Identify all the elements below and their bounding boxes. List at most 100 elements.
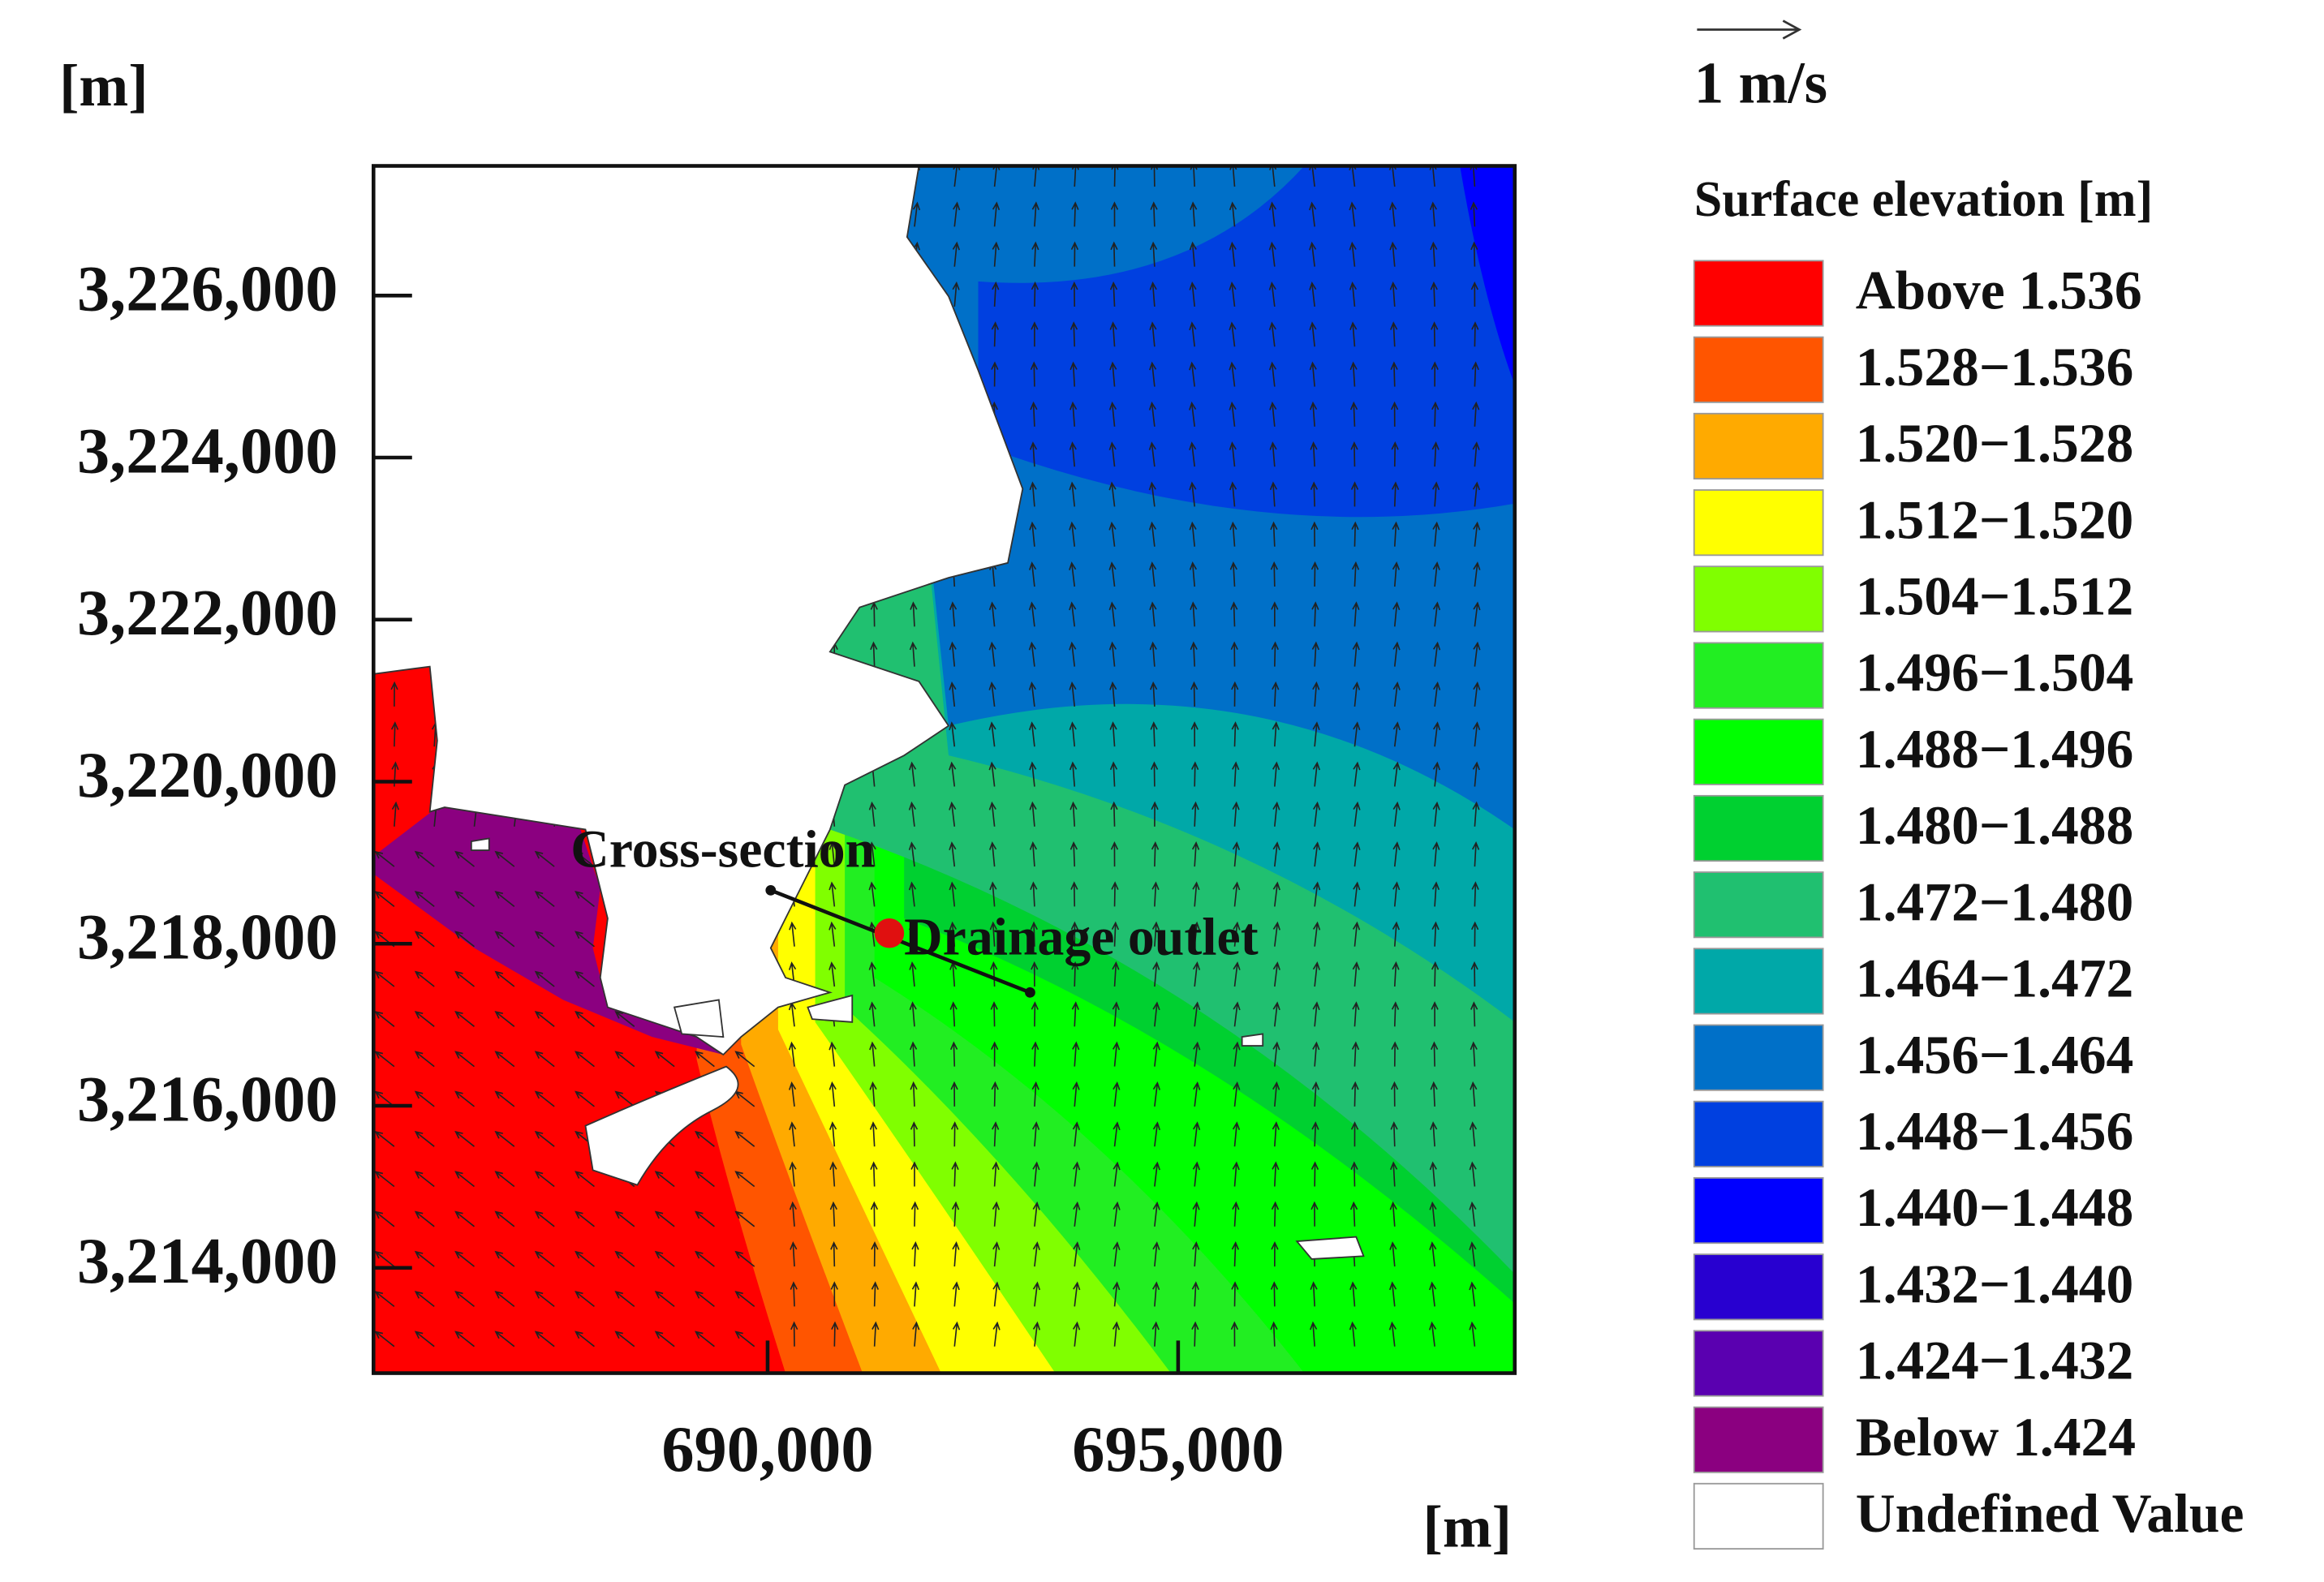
velocity-arrow bbox=[374, 1331, 395, 1348]
velocity-arrow bbox=[1070, 241, 1079, 267]
plot-frame bbox=[372, 164, 1517, 1375]
velocity-arrow bbox=[575, 1250, 595, 1267]
velocity-arrow bbox=[1392, 641, 1401, 667]
velocity-arrow bbox=[949, 1041, 958, 1067]
undefined-area bbox=[470, 837, 490, 851]
velocity-arrow bbox=[575, 1010, 595, 1027]
velocity-arrow bbox=[1312, 1001, 1320, 1027]
velocity-arrow bbox=[1029, 441, 1038, 467]
velocity-arrow bbox=[1110, 201, 1119, 227]
velocity-arrow bbox=[734, 1171, 755, 1188]
velocity-arrow bbox=[1229, 441, 1237, 467]
velocity-arrow bbox=[1392, 921, 1401, 947]
velocity-arrow bbox=[1473, 681, 1481, 707]
velocity-arrow bbox=[414, 1130, 435, 1147]
velocity-arrow bbox=[1032, 1321, 1041, 1347]
velocity-arrow bbox=[950, 1081, 958, 1107]
velocity-arrow bbox=[1069, 801, 1078, 827]
legend-swatch bbox=[1693, 336, 1824, 403]
velocity-arrow bbox=[952, 281, 960, 307]
vector-scale-label: 1 m/s bbox=[1694, 49, 1827, 115]
legend-swatch bbox=[1693, 565, 1824, 633]
velocity-arrow bbox=[1030, 881, 1038, 907]
velocity-arrow bbox=[829, 1201, 837, 1227]
legend-label: 1.472−1.480 bbox=[1856, 871, 2134, 932]
legend-swatch bbox=[1693, 489, 1824, 557]
velocity-arrow bbox=[414, 850, 435, 867]
velocity-arrow bbox=[734, 1291, 755, 1308]
velocity-arrow bbox=[1392, 561, 1401, 587]
velocity-arrow bbox=[1108, 481, 1117, 507]
y-tick-label: 3,226,000 bbox=[77, 253, 338, 325]
velocity-arrow bbox=[868, 961, 876, 987]
velocity-arrow bbox=[991, 1041, 999, 1067]
contour-band bbox=[373, 807, 724, 1055]
velocity-arrow bbox=[1149, 681, 1158, 707]
velocity-arrow bbox=[614, 1210, 635, 1227]
velocity-arrow bbox=[1152, 1041, 1160, 1067]
velocity-arrow bbox=[1430, 241, 1438, 267]
velocity-arrow bbox=[1268, 321, 1276, 347]
velocity-arrow bbox=[872, 1321, 880, 1347]
velocity-arrow bbox=[1390, 1081, 1399, 1107]
velocity-arrow bbox=[1232, 1201, 1240, 1227]
velocity-arrow bbox=[1110, 241, 1118, 267]
annotation: Drainage outlet bbox=[904, 907, 1259, 966]
velocity-arrow bbox=[828, 1121, 837, 1147]
legend-swatch bbox=[1693, 642, 1824, 709]
velocity-arrow bbox=[1193, 1001, 1201, 1027]
velocity-arrow bbox=[494, 850, 515, 867]
velocity-arrow bbox=[374, 850, 395, 867]
velocity-arrow bbox=[788, 1041, 797, 1067]
velocity-arrow bbox=[1392, 881, 1401, 907]
velocity-arrow bbox=[952, 241, 961, 267]
velocity-arrow bbox=[494, 1090, 515, 1107]
velocity-arrow bbox=[1110, 840, 1119, 867]
velocity-arrow bbox=[1192, 881, 1200, 907]
velocity-arrow bbox=[1151, 801, 1159, 827]
legend-title: Surface elevation [m] bbox=[1694, 172, 2154, 227]
velocity-arrow bbox=[1469, 1321, 1477, 1347]
velocity-arrow bbox=[575, 970, 595, 987]
velocity-arrow bbox=[374, 1130, 395, 1147]
velocity-arrow bbox=[1230, 641, 1238, 667]
velocity-arrow bbox=[1189, 481, 1197, 507]
velocity-arrow bbox=[1312, 961, 1321, 987]
velocity-arrow bbox=[1311, 1121, 1319, 1147]
velocity-arrow bbox=[1069, 721, 1077, 747]
velocity-arrow bbox=[1309, 361, 1317, 387]
velocity-arrow bbox=[1353, 801, 1361, 827]
vector-scale-arrowhead bbox=[1782, 19, 1802, 40]
velocity-arrow bbox=[1391, 1001, 1400, 1027]
velocity-arrow bbox=[1230, 601, 1238, 627]
velocity-arrow bbox=[534, 850, 555, 867]
velocity-arrow bbox=[1470, 1001, 1478, 1027]
velocity-arrow bbox=[1392, 681, 1401, 707]
velocity-arrow bbox=[1229, 241, 1237, 267]
legend-label: 1.424−1.432 bbox=[1856, 1331, 2134, 1391]
map bbox=[373, 166, 1515, 1374]
velocity-arrow bbox=[1472, 481, 1481, 507]
velocity-arrow bbox=[454, 1210, 476, 1227]
velocity-arrow bbox=[1351, 1041, 1360, 1067]
legend-label: 1.520−1.528 bbox=[1856, 413, 2134, 474]
legend-label: 1.456−1.464 bbox=[1856, 1025, 2134, 1085]
velocity-arrow bbox=[391, 801, 400, 827]
velocity-arrow bbox=[952, 1321, 961, 1347]
velocity-arrow bbox=[949, 841, 957, 867]
velocity-arrow bbox=[1108, 641, 1117, 667]
velocity-arrow bbox=[1312, 761, 1321, 787]
annotation: Cross-section bbox=[570, 820, 875, 879]
velocity-arrow bbox=[1472, 401, 1480, 427]
velocity-arrow bbox=[1433, 681, 1441, 707]
legend-swatch bbox=[1693, 1330, 1824, 1397]
velocity-arrow bbox=[789, 921, 797, 947]
velocity-arrow bbox=[1231, 1281, 1239, 1307]
velocity-arrow bbox=[908, 761, 917, 787]
velocity-arrow bbox=[734, 1210, 755, 1227]
velocity-arrow bbox=[1111, 881, 1119, 907]
velocity-arrow bbox=[1349, 201, 1357, 227]
velocity-arrow bbox=[614, 1051, 635, 1068]
velocity-arrow bbox=[991, 321, 999, 347]
